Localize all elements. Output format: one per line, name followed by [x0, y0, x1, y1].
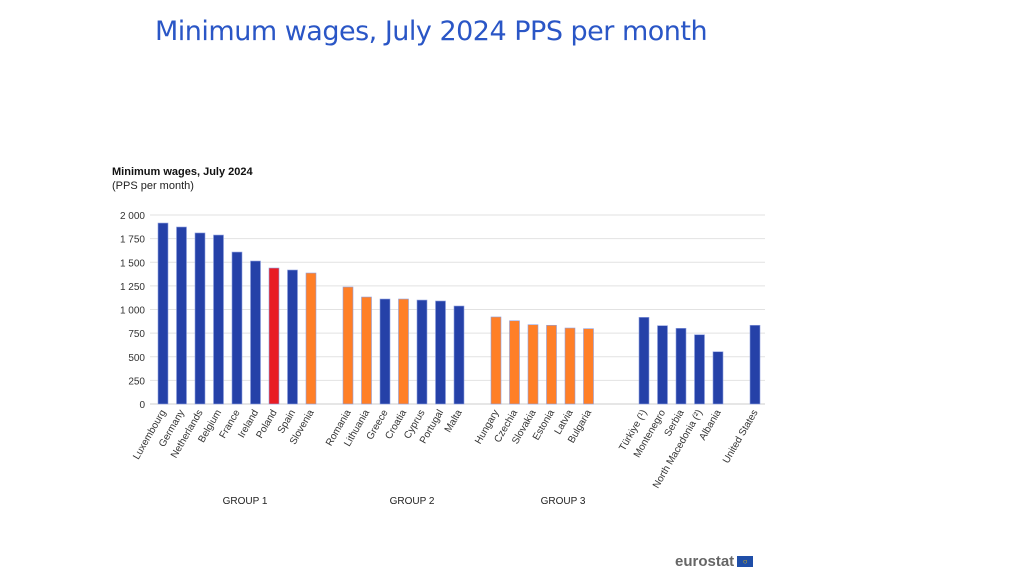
bar-slovenia: [305, 272, 317, 405]
bar-bulgaria: [583, 328, 594, 405]
bar-romania: [342, 286, 354, 405]
page-title: Minimum wages, July 2024 PPS per month: [155, 16, 708, 47]
bar-poland: [268, 267, 280, 405]
bar-albania: [712, 351, 724, 405]
y-tick-label: 1 250: [120, 282, 145, 293]
bar-greece: [379, 298, 391, 405]
bar-spain: [287, 269, 298, 405]
chart-subtitle: (PPS per month): [112, 180, 194, 192]
y-tick-label: 750: [128, 329, 145, 340]
group-label: GROUP 3: [541, 496, 586, 507]
logo-text: eurostat: [675, 553, 735, 570]
bar-czechia: [509, 320, 520, 405]
y-tick-label: 2 000: [120, 211, 145, 222]
y-tick-label: 1 000: [120, 306, 145, 317]
eu-flag-icon: ○: [737, 556, 754, 567]
bar-croatia: [398, 298, 409, 405]
y-tick-label: 500: [128, 353, 145, 364]
bar-portugal: [435, 300, 446, 405]
bar-cyprus: [416, 299, 428, 405]
group-label: GROUP 2: [390, 496, 435, 507]
bar-estonia: [546, 324, 557, 405]
y-tick-label: 0: [139, 400, 145, 411]
bar-latvia: [564, 327, 576, 405]
eurostat-logo: eurostat ○: [675, 553, 754, 570]
bar-belgium: [213, 234, 224, 405]
bar-france: [231, 251, 243, 405]
bar-hungary: [490, 316, 502, 405]
bar-north-macedonia-: [694, 334, 705, 405]
y-tick-label: 1 750: [120, 235, 145, 246]
group-label: GROUP 1: [223, 496, 268, 507]
chart-title: Minimum wages, July 2024: [112, 166, 253, 178]
x-tick-label: Malta: [443, 408, 465, 435]
bar-luxembourg: [157, 222, 169, 405]
bar-lithuania: [361, 296, 372, 405]
bar-serbia: [675, 328, 687, 405]
x-tick-label: United States: [721, 408, 761, 466]
bar-united-states: [749, 324, 761, 405]
bar-germany: [176, 226, 187, 405]
bar-slovakia: [527, 324, 539, 405]
y-tick-label: 1 500: [120, 258, 145, 269]
y-tick-label: 250: [128, 376, 145, 387]
bar-t-rkiye-: [638, 317, 650, 405]
bar-netherlands: [194, 232, 206, 405]
bar-malta: [453, 305, 465, 405]
bar-montenegro: [657, 325, 668, 405]
bar-ireland: [250, 260, 261, 405]
